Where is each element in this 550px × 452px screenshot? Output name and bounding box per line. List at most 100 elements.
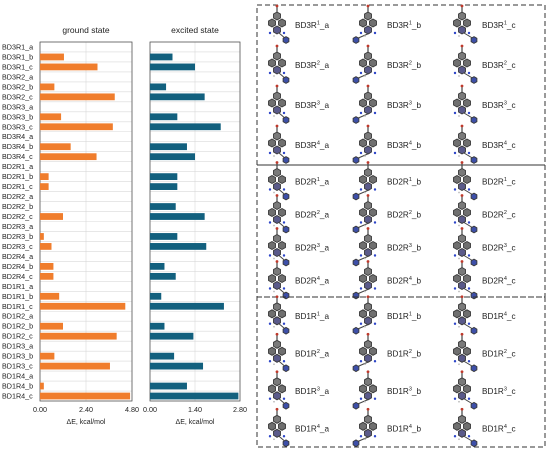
category-label: BD3R1_a [2, 42, 33, 51]
molecule-structure-icon [453, 4, 478, 44]
category-label: BD2R3_a [2, 222, 33, 231]
bar-BD1R2_c [40, 332, 117, 340]
category-label: BD2R2_c [2, 212, 33, 221]
structure-label: BD2R1_a [295, 177, 329, 187]
molecule-structure-icon [352, 161, 377, 201]
structure-label: BD3R4_c [482, 141, 516, 151]
x-axis-label: ΔE, kcal/mol [176, 419, 215, 426]
energy-bar-charts: ground state BD3R1_aBD3R1_bBD3R1_cBD3R2_a… [2, 25, 247, 426]
structure-label: BD1R2_c [482, 349, 516, 359]
structure-label: BD3R3_a [295, 101, 329, 111]
molecule-structure-icon [453, 194, 478, 234]
category-label: BD3R4_c [2, 152, 33, 161]
bar-BD3R2_b [40, 83, 55, 91]
bar-BD2R2_c [150, 213, 205, 220]
structure-label: BD2R4_c [482, 276, 516, 286]
category-label: BD2R1_a [2, 162, 33, 171]
category-label: BD2R4_a [2, 252, 33, 261]
category-label: BD3R2_c [2, 92, 33, 101]
chart-title: excited state [171, 25, 219, 35]
bar-BD1R4_c [150, 392, 239, 400]
bar-BD3R4_b [150, 143, 187, 151]
structure-label: BD1R4_b [387, 424, 421, 434]
structure-label: BD1R1_b [387, 311, 421, 321]
x-axis-label: ΔE, kcal/mol [67, 419, 106, 426]
category-label: BD3R2_a [2, 72, 33, 81]
bar-BD1R3_c [40, 362, 110, 370]
bar-BD2R1_c [150, 183, 178, 190]
bar-BD3R3_b [150, 113, 178, 121]
molecule-structure-icon [268, 260, 290, 300]
bar-BD2R4_c [150, 272, 176, 280]
molecule-structure-icon [268, 407, 290, 448]
molecule-structure-icon [352, 227, 377, 267]
bar-BD3R2_c [150, 93, 205, 101]
ground-state-chart: ground state BD3R1_aBD3R1_bBD3R1_cBD3R2_a… [2, 25, 139, 426]
bar-BD1R1_c [150, 302, 224, 310]
molecule-structure-icon [453, 84, 478, 124]
bar-BD2R3_b [40, 233, 44, 240]
bar-BD3R4_b [40, 143, 71, 151]
category-label: BD1R4_a [2, 372, 33, 381]
category-label: BD2R4_c [2, 272, 33, 281]
molecule-structure-icon [268, 124, 290, 164]
bar-BD2R3_c [40, 243, 52, 250]
plot-frame [39, 41, 133, 402]
structure-label: BD2R3_c [482, 243, 516, 253]
molecule-structure-icon [352, 194, 377, 234]
molecule-structure-icon [268, 295, 290, 335]
category-label: BD1R4_b [2, 382, 33, 391]
excited-state-chart: excited state 0.00 1.40 2.80 ΔE, kcal/mol [143, 25, 247, 426]
bar-BD1R3_b [40, 352, 55, 360]
molecule-structure-icon [453, 295, 478, 335]
x-tick-label: 1.40 [188, 405, 202, 414]
bar-BD2R4_b [40, 262, 54, 270]
bar-BD3R1_b [150, 53, 173, 61]
bar-BD3R2_c [40, 93, 115, 101]
bar-BD3R3_c [40, 123, 113, 131]
structure-label: BD1R4_a [295, 424, 329, 434]
molecule-structure-icon [453, 161, 478, 201]
category-label: BD2R1_b [2, 172, 33, 181]
category-label: BD3R2_b [2, 82, 33, 91]
molecule-structure-icon [453, 332, 478, 373]
category-label: BD1R2_b [2, 322, 33, 331]
bar-BD2R3_c [150, 243, 207, 250]
bar-BD1R3_b [150, 352, 175, 360]
bar-BD1R3_c [150, 362, 204, 370]
molecule-structure-icon [453, 124, 478, 164]
category-label: BD1R3_a [2, 342, 33, 351]
bar-BD1R4_b [150, 382, 187, 390]
category-label: BD2R3_b [2, 232, 33, 241]
structure-group-box [256, 296, 546, 448]
molecule-structure-icon [268, 84, 290, 124]
molecule-structure-icon [268, 44, 290, 84]
category-label: BD3R4_a [2, 132, 33, 141]
category-label: BD1R2_c [2, 332, 33, 341]
category-label: BD1R1_c [2, 302, 33, 311]
structure-label: BD3R1_c [482, 21, 516, 31]
molecule-structure-icon [352, 407, 377, 448]
bar-BD1R2_b [150, 322, 165, 330]
bar-BD2R3_b [150, 233, 178, 240]
category-label: BD1R3_b [2, 352, 33, 361]
structure-label: BD2R3_b [387, 243, 421, 253]
structure-label: BD2R2_b [387, 210, 421, 220]
molecule-structure-icon [453, 44, 478, 84]
structure-label: BD3R2_c [482, 61, 516, 71]
structure-label: BD1R3_a [295, 386, 329, 396]
molecule-structure-icon [352, 84, 377, 124]
bar-BD3R1_c [40, 63, 98, 71]
molecular-structures-panel: BD3R1_a BD3R1_b BD3R1_c BD3R2_a BD3R2_b BD3R2… [256, 4, 546, 448]
bar-BD3R2_b [150, 83, 167, 91]
structure-label: BD3R4_b [387, 141, 421, 151]
structure-label: BD2R4_b [387, 276, 421, 286]
category-label: BD3R3_a [2, 102, 33, 111]
molecule-structure-icon [352, 4, 377, 44]
structure-label: BD3R3_b [387, 101, 421, 111]
x-tick-label: 0.00 [143, 405, 157, 414]
molecule-structure-icon [453, 370, 478, 410]
bar-BD3R1_b [40, 53, 64, 61]
structure-label: BD2R2_a [295, 210, 329, 220]
x-tick-label: 2.40 [79, 405, 93, 414]
